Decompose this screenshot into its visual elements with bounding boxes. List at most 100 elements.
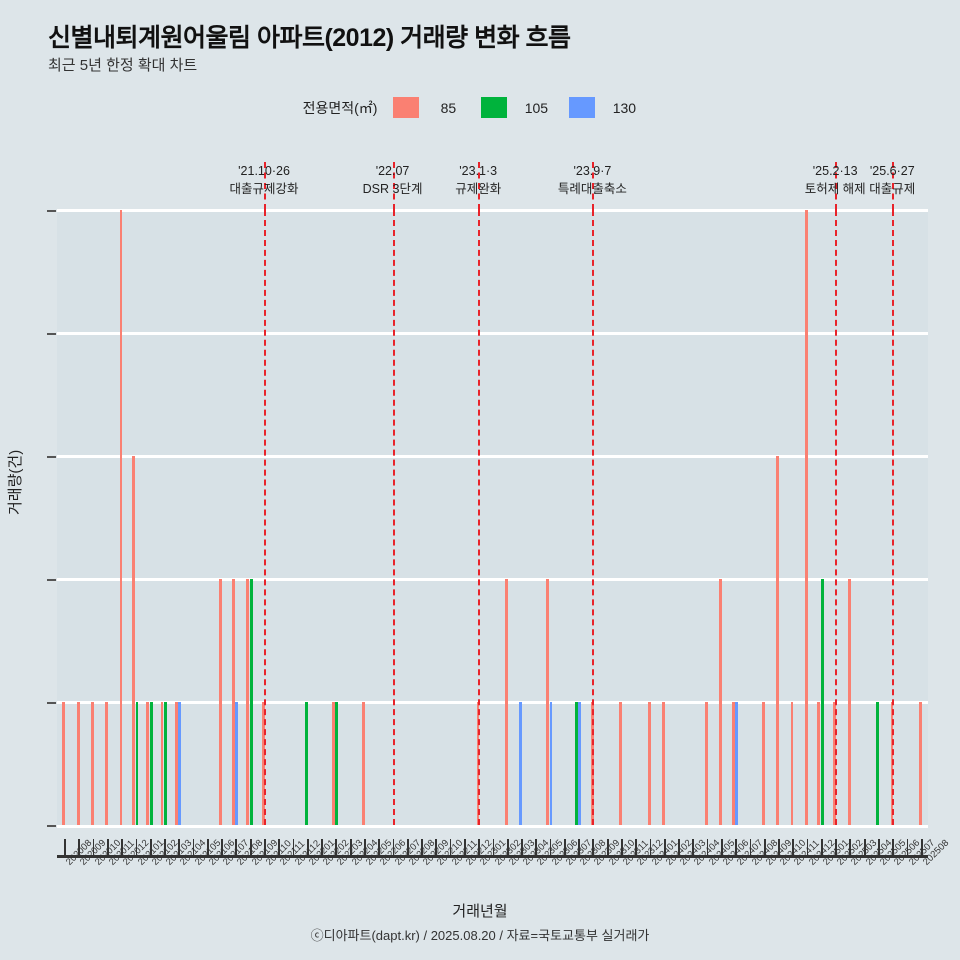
bar[interactable] [160,702,164,825]
bar[interactable] [119,210,123,825]
x-axis-tick-mark [221,839,223,855]
annotation-date: '21.10·26 [238,164,290,178]
x-axis-tick-mark [321,839,323,855]
bar[interactable] [105,702,109,825]
bar[interactable] [332,702,335,825]
bar[interactable] [519,702,523,825]
bar[interactable] [574,702,578,825]
annotation-label: '23.1·3 규제완화 [455,162,501,198]
bar[interactable] [549,702,553,825]
bar[interactable] [919,702,922,825]
x-axis-tick-mark [906,839,909,855]
bar[interactable] [704,702,708,825]
bar[interactable] [219,579,223,825]
x-axis-tick-mark [635,839,638,855]
bar[interactable] [262,702,266,825]
bar[interactable] [135,702,139,825]
annotation-line-extension [264,162,267,210]
bar[interactable] [762,702,765,825]
bar[interactable] [305,702,308,825]
x-axis-tick-mark [920,839,923,855]
x-axis-tick-mark [363,839,366,855]
legend-entry-85[interactable]: 85 [393,97,477,118]
legend-swatch-85 [393,97,420,118]
x-axis-tick-mark [735,839,738,855]
bar[interactable] [590,702,594,825]
annotation-date: '23.1·3 [459,164,498,178]
bar[interactable] [232,579,235,825]
footer-credit: ⓒ디아파트(dapt.kr) / 2025.08.20 / 자료=국토교통부 실… [310,928,650,943]
bar[interactable] [249,579,253,825]
x-axis-tick-mark [863,839,866,855]
x-axis-tick-mark [135,839,138,855]
bar[interactable] [817,702,821,825]
bar[interactable] [731,702,735,825]
bar[interactable] [76,702,80,825]
annotation-line-extension [592,162,595,210]
gridline [57,577,928,581]
x-axis-tick-mark [521,839,523,855]
bar[interactable] [174,702,178,825]
x-axis-tick-mark [106,839,109,855]
bar[interactable] [235,702,239,825]
gridline [57,331,928,335]
annotation-date: '22.07 [375,164,410,178]
bar[interactable] [149,702,153,825]
annotation-line [835,210,838,825]
annotation-line-extension [835,162,838,210]
bar[interactable] [90,702,94,825]
bar[interactable] [719,579,723,825]
y-axis-tick-mark [47,579,56,581]
bar[interactable] [578,702,581,825]
x-axis-tick-mark [720,839,723,855]
annotation-line [264,210,267,825]
bar[interactable] [647,702,651,825]
bar[interactable] [62,702,66,825]
page-subtitle: 최근 5년 한정 확대 차트 [48,57,198,74]
bar[interactable] [820,579,824,825]
x-axis-tick-mark [506,839,509,855]
annotation-date: '23.9·7 [573,164,612,178]
bar[interactable] [164,702,167,825]
x-axis-tick-mark [264,839,266,855]
bar[interactable] [362,702,366,825]
bar[interactable] [476,702,480,825]
x-axis-tick-mark [64,839,66,855]
x-axis-tick-mark [406,839,409,855]
annotation-text: DSR 3단계 [362,182,423,197]
bar[interactable] [146,702,150,825]
legend-entry-105[interactable]: 105 [481,97,565,118]
x-axis-label: 거래년월 [452,903,508,920]
x-axis-tick-mark [892,839,895,855]
bar[interactable] [132,456,135,825]
y-axis-tick-mark [47,210,56,212]
bar[interactable] [735,702,739,825]
bar[interactable] [833,702,837,825]
legend-label-85: 85 [440,99,457,116]
bar[interactable] [335,702,339,825]
gridline [57,700,928,704]
bar[interactable] [876,702,880,825]
bar[interactable] [619,702,623,825]
bar[interactable] [246,579,250,825]
bar[interactable] [804,210,808,825]
y-axis-tick-mark [47,825,56,827]
x-axis-tick-mark [778,839,780,855]
bar[interactable] [662,702,665,825]
bar[interactable] [790,702,794,825]
bar[interactable] [847,579,851,825]
annotation-text: 특례대출축소 [557,182,627,197]
x-axis-tick-mark [749,839,752,855]
x-axis-tick-mark [235,839,238,855]
y-axis-tick-mark [47,456,56,458]
bar[interactable] [890,702,894,825]
bar[interactable] [776,456,780,825]
bar[interactable] [546,579,549,825]
x-axis-tick-mark [164,839,166,855]
x-axis-tick-mark [792,839,795,855]
legend-entry-130[interactable]: 130 [569,97,653,118]
bar[interactable] [505,579,508,825]
x-axis-tick-mark [92,839,95,855]
bar[interactable] [178,702,182,825]
x-axis-tick-mark [206,839,209,855]
